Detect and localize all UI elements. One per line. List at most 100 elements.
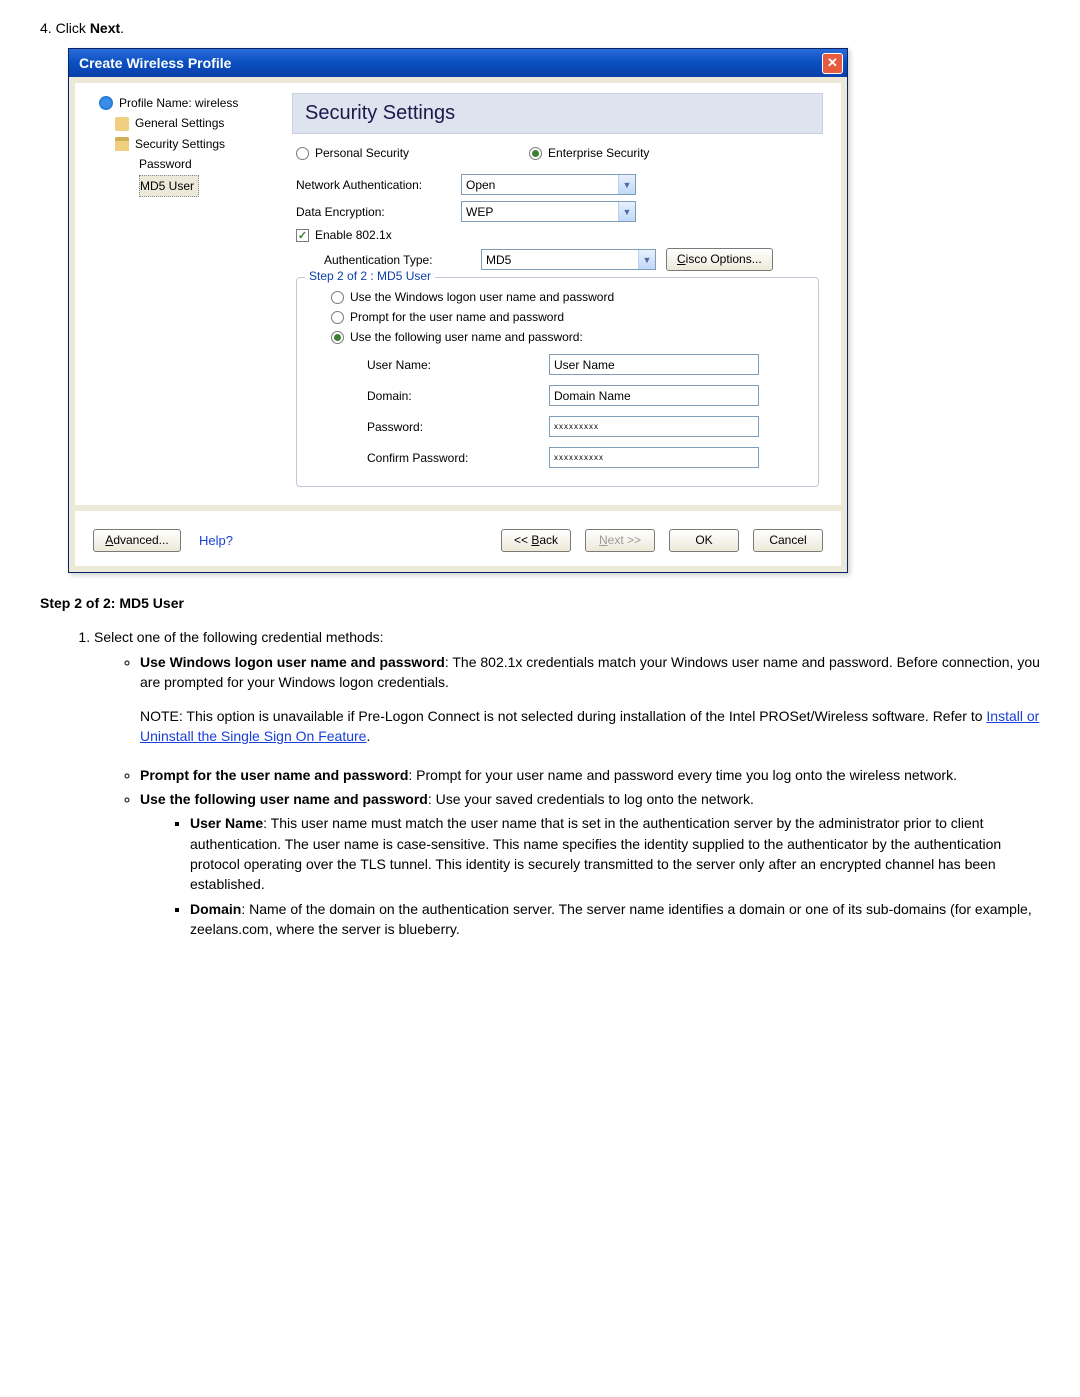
row-domain: Domain: Domain Name bbox=[307, 385, 808, 406]
panel-header: Security Settings bbox=[292, 93, 823, 134]
radio-enterprise-label: Enterprise Security bbox=[548, 146, 649, 160]
user-icon bbox=[115, 117, 129, 131]
tree-security[interactable]: Security Settings bbox=[79, 134, 286, 154]
doc-sub2-t: : Name of the domain on the authenticati… bbox=[190, 901, 1032, 937]
doc-note: NOTE: This option is unavailable if Pre-… bbox=[140, 706, 1040, 747]
cisco-options-button[interactable]: Cisco Options... bbox=[666, 248, 773, 271]
doc-li1-text: Select one of the following credential m… bbox=[94, 629, 384, 645]
tree-password[interactable]: Password bbox=[79, 154, 286, 174]
doc-sub1-t: : This user name must match the user nam… bbox=[190, 815, 1001, 892]
data-enc-label: Data Encryption: bbox=[296, 205, 451, 219]
username-label: User Name: bbox=[307, 358, 549, 372]
security-mode-row: Personal Security Enterprise Security bbox=[296, 146, 823, 160]
enable-8021x-label: Enable 802.1x bbox=[315, 228, 392, 242]
row-net-auth: Network Authentication: Open ▼ bbox=[296, 174, 823, 195]
cred-windows-label: Use the Windows logon user name and pass… bbox=[350, 290, 614, 304]
doc-heading: Step 2 of 2: MD5 User bbox=[40, 593, 1040, 613]
password-input[interactable]: xxxxxxxxx bbox=[549, 416, 759, 437]
auth-type-select[interactable]: MD5 ▼ bbox=[481, 249, 656, 270]
ok-button[interactable]: OK bbox=[669, 529, 739, 552]
intro-prefix: Click bbox=[56, 20, 90, 36]
net-auth-select[interactable]: Open ▼ bbox=[461, 174, 636, 195]
titlebar[interactable]: Create Wireless Profile ✕ bbox=[69, 49, 847, 77]
row-confirm-password: Confirm Password: xxxxxxxxxx bbox=[307, 447, 808, 468]
fieldset-legend: Step 2 of 2 : MD5 User bbox=[305, 269, 435, 283]
check-enable-8021x[interactable]: ✓ Enable 802.1x bbox=[296, 228, 392, 242]
doc-opt3-t: : Use your saved credentials to log onto… bbox=[428, 791, 754, 807]
lock-icon bbox=[115, 137, 129, 151]
domain-label: Domain: bbox=[307, 389, 549, 403]
credentials-fieldset: Step 2 of 2 : MD5 User Use the Windows l… bbox=[296, 277, 819, 487]
tree-profile[interactable]: Profile Name: wireless bbox=[79, 93, 286, 113]
wifi-icon bbox=[99, 96, 113, 110]
panel-title: Security Settings bbox=[305, 102, 810, 125]
dialog-body: Profile Name: wireless General Settings … bbox=[75, 83, 841, 505]
help-link[interactable]: Help? bbox=[199, 533, 233, 548]
username-input[interactable]: User Name bbox=[549, 354, 759, 375]
doc-sub2: Domain: Name of the domain on the authen… bbox=[190, 899, 1040, 940]
net-auth-label: Network Authentication: bbox=[296, 178, 451, 192]
checkbox-icon: ✓ bbox=[296, 229, 309, 242]
doc-opt2: Prompt for the user name and password: P… bbox=[140, 765, 1040, 785]
radio-personal-label: Personal Security bbox=[315, 146, 409, 160]
dialog-window: Create Wireless Profile ✕ Profile Name: … bbox=[68, 48, 848, 573]
doc-sub1: User Name: This user name must match the… bbox=[190, 813, 1040, 894]
doc-li1: Select one of the following credential m… bbox=[94, 627, 1040, 939]
doc-opt3: Use the following user name and password… bbox=[140, 789, 1040, 939]
username-value: User Name bbox=[554, 358, 615, 372]
radio-icon bbox=[331, 331, 344, 344]
cred-prompt-label: Prompt for the user name and password bbox=[350, 310, 564, 324]
row-password: Password: xxxxxxxxx bbox=[307, 416, 808, 437]
chevron-down-icon: ▼ bbox=[638, 250, 655, 269]
radio-icon bbox=[331, 291, 344, 304]
domain-input[interactable]: Domain Name bbox=[549, 385, 759, 406]
intro-bold: Next bbox=[90, 20, 120, 36]
data-enc-value: WEP bbox=[466, 205, 493, 219]
cancel-button[interactable]: Cancel bbox=[753, 529, 823, 552]
back-button[interactable]: << Back bbox=[501, 529, 571, 552]
tree-profile-label: Profile Name: wireless bbox=[119, 93, 238, 113]
tree-general[interactable]: General Settings bbox=[79, 113, 286, 133]
row-data-enc: Data Encryption: WEP ▼ bbox=[296, 201, 823, 222]
tree-md5user-label: MD5 User bbox=[139, 175, 199, 197]
data-enc-select[interactable]: WEP ▼ bbox=[461, 201, 636, 222]
cred-following-label: Use the following user name and password… bbox=[350, 330, 583, 344]
doc-sub2-b: Domain bbox=[190, 901, 241, 917]
tree-security-label: Security Settings bbox=[135, 134, 225, 154]
tree-general-label: General Settings bbox=[135, 113, 224, 133]
chevron-down-icon: ▼ bbox=[618, 202, 635, 221]
net-auth-value: Open bbox=[466, 178, 495, 192]
button-bar: Advanced... Help? << Back Next >> OK Can… bbox=[75, 511, 841, 566]
doc-note-text: NOTE: This option is unavailable if Pre-… bbox=[140, 708, 986, 724]
titlebar-text: Create Wireless Profile bbox=[79, 55, 822, 71]
confirm-password-label: Confirm Password: bbox=[307, 451, 549, 465]
doc-opt2-b: Prompt for the user name and password bbox=[140, 767, 408, 783]
nav-tree: Profile Name: wireless General Settings … bbox=[75, 83, 290, 505]
next-button[interactable]: Next >> bbox=[585, 529, 655, 552]
auth-type-value: MD5 bbox=[486, 253, 511, 267]
radio-personal[interactable]: Personal Security bbox=[296, 146, 409, 160]
intro-suffix: . bbox=[120, 20, 124, 36]
intro-number: 4. bbox=[40, 20, 52, 36]
close-icon[interactable]: ✕ bbox=[822, 53, 843, 74]
radio-icon bbox=[331, 311, 344, 324]
doc-opt2-t: : Prompt for your user name and password… bbox=[408, 767, 957, 783]
auth-type-label: Authentication Type: bbox=[296, 253, 471, 267]
tree-password-label: Password bbox=[139, 154, 192, 174]
row-auth-type: Authentication Type: MD5 ▼ Cisco Options… bbox=[296, 248, 823, 271]
radio-cred-following[interactable]: Use the following user name and password… bbox=[331, 330, 808, 344]
confirm-password-input[interactable]: xxxxxxxxxx bbox=[549, 447, 759, 468]
documentation: Step 2 of 2: MD5 User Select one of the … bbox=[40, 593, 1040, 939]
domain-value: Domain Name bbox=[554, 389, 631, 403]
chevron-down-icon: ▼ bbox=[618, 175, 635, 194]
radio-cred-prompt[interactable]: Prompt for the user name and password bbox=[331, 310, 808, 324]
tree-md5user[interactable]: MD5 User bbox=[79, 175, 286, 197]
step-intro: 4. Click Next. bbox=[40, 20, 1040, 36]
doc-opt1: Use Windows logon user name and password… bbox=[140, 652, 1040, 747]
row-username: User Name: User Name bbox=[307, 354, 808, 375]
doc-opt3-b: Use the following user name and password bbox=[140, 791, 428, 807]
radio-enterprise[interactable]: Enterprise Security bbox=[529, 146, 649, 160]
advanced-button[interactable]: Advanced... bbox=[93, 529, 181, 552]
radio-icon bbox=[296, 147, 309, 160]
radio-cred-windows[interactable]: Use the Windows logon user name and pass… bbox=[331, 290, 808, 304]
